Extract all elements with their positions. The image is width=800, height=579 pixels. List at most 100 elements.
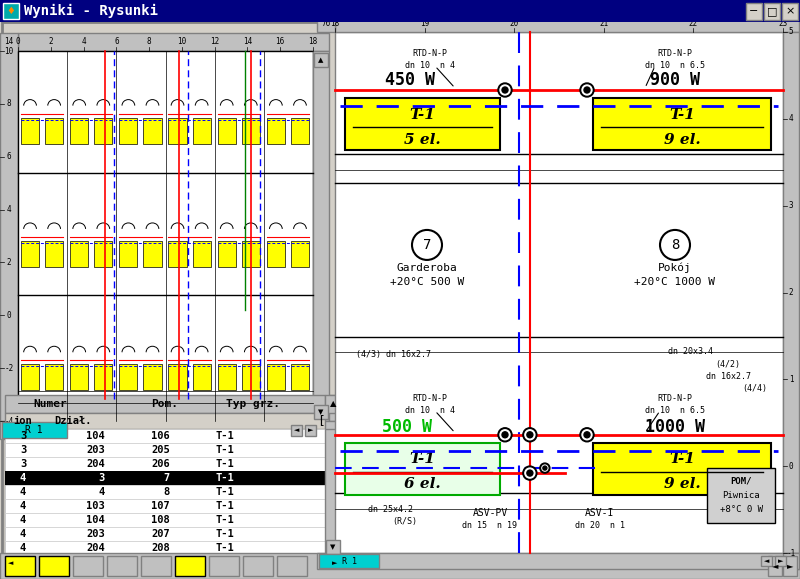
Text: T-1: T-1	[215, 515, 234, 525]
Bar	[782, 3, 798, 20]
Text: T-1: T-1	[215, 487, 234, 497]
Bar	[21, 364, 39, 390]
Circle shape	[523, 428, 537, 442]
Text: 4: 4	[20, 501, 26, 511]
Circle shape	[502, 87, 508, 93]
Text: ►: ►	[778, 558, 784, 564]
Text: 204: 204	[86, 543, 105, 553]
Bar	[242, 364, 260, 390]
Text: 14: 14	[243, 38, 252, 46]
Text: 6 el.: 6 el.	[404, 477, 441, 492]
Circle shape	[500, 430, 510, 440]
Bar	[218, 241, 236, 267]
Bar	[242, 118, 260, 144]
Text: Garderoba: Garderoba	[397, 263, 458, 273]
Text: (4/2): (4/2)	[715, 360, 741, 369]
Bar	[5, 557, 341, 569]
Bar	[209, 556, 239, 576]
Bar	[143, 118, 162, 144]
Text: RTD-N-P: RTD-N-P	[413, 49, 447, 58]
Text: ×: ×	[786, 6, 794, 16]
Text: ▼: ▼	[318, 409, 324, 415]
Bar	[141, 556, 171, 576]
Text: 106: 106	[151, 431, 170, 441]
Text: [: [	[318, 415, 325, 427]
Bar	[45, 118, 63, 144]
Bar	[707, 468, 775, 523]
Text: dn 20  n 1: dn 20 n 1	[575, 521, 625, 530]
Bar	[761, 556, 772, 566]
Text: T-1: T-1	[215, 459, 234, 469]
Circle shape	[527, 470, 533, 476]
Bar	[107, 556, 137, 576]
Circle shape	[582, 430, 592, 440]
Bar	[94, 118, 112, 144]
Bar	[277, 556, 307, 576]
Bar	[94, 241, 112, 267]
Bar	[2, 422, 67, 438]
Bar	[70, 118, 88, 144]
Bar	[21, 118, 39, 144]
Text: 208: 208	[151, 543, 170, 553]
Text: 7: 7	[423, 238, 431, 252]
Circle shape	[527, 432, 533, 438]
Bar	[593, 443, 771, 495]
Text: 204: 204	[86, 459, 105, 469]
Text: RTD-N-P: RTD-N-P	[413, 394, 447, 404]
Bar	[0, 33, 18, 421]
Text: 3: 3	[789, 201, 794, 210]
Bar	[291, 241, 309, 267]
Text: 6: 6	[114, 38, 118, 46]
Text: ♦: ♦	[6, 6, 15, 16]
Text: 1000 W: 1000 W	[645, 418, 705, 436]
Text: 205: 205	[151, 445, 170, 455]
Text: 3: 3	[20, 431, 26, 441]
Bar	[45, 364, 63, 390]
Text: ASV-PV: ASV-PV	[472, 508, 508, 518]
Text: 4: 4	[20, 529, 26, 539]
Circle shape	[543, 466, 547, 470]
Text: 2: 2	[6, 258, 11, 267]
Bar	[169, 364, 186, 390]
Text: 4: 4	[82, 38, 86, 46]
Bar	[317, 14, 335, 32]
Text: +20°C 1000 W: +20°C 1000 W	[634, 277, 715, 287]
Bar	[18, 33, 329, 51]
Bar	[746, 3, 762, 20]
Bar	[593, 98, 771, 150]
Text: 3: 3	[20, 445, 26, 455]
Bar	[764, 3, 780, 20]
Text: 1: 1	[789, 375, 794, 384]
Text: 108: 108	[151, 515, 170, 525]
Text: 9 el.: 9 el.	[664, 477, 700, 492]
Bar	[169, 241, 186, 267]
Text: 900 W: 900 W	[650, 71, 700, 89]
Bar	[5, 413, 325, 429]
Text: ▼: ▼	[330, 544, 336, 550]
Bar	[345, 98, 500, 150]
Text: T-1: T-1	[215, 431, 234, 441]
Bar	[335, 32, 783, 553]
Bar	[783, 32, 799, 553]
Text: 2: 2	[49, 38, 53, 46]
Text: ►: ►	[308, 427, 314, 433]
Bar	[319, 554, 379, 568]
Bar	[169, 118, 186, 144]
Text: 203: 203	[86, 445, 105, 455]
Text: Pom.: Pom.	[151, 399, 178, 409]
Text: (R/S): (R/S)	[393, 516, 418, 526]
Text: 0: 0	[6, 311, 11, 320]
Bar	[39, 556, 69, 576]
Bar	[329, 407, 343, 421]
Bar	[305, 425, 316, 436]
Bar	[775, 556, 786, 566]
Text: 20: 20	[510, 19, 519, 27]
Circle shape	[580, 83, 594, 97]
Bar	[5, 513, 325, 527]
Text: 18: 18	[330, 19, 340, 27]
Circle shape	[582, 85, 592, 95]
Bar	[266, 241, 285, 267]
Text: 19: 19	[420, 19, 430, 27]
Text: 3: 3	[98, 473, 105, 483]
Text: 203: 203	[86, 529, 105, 539]
